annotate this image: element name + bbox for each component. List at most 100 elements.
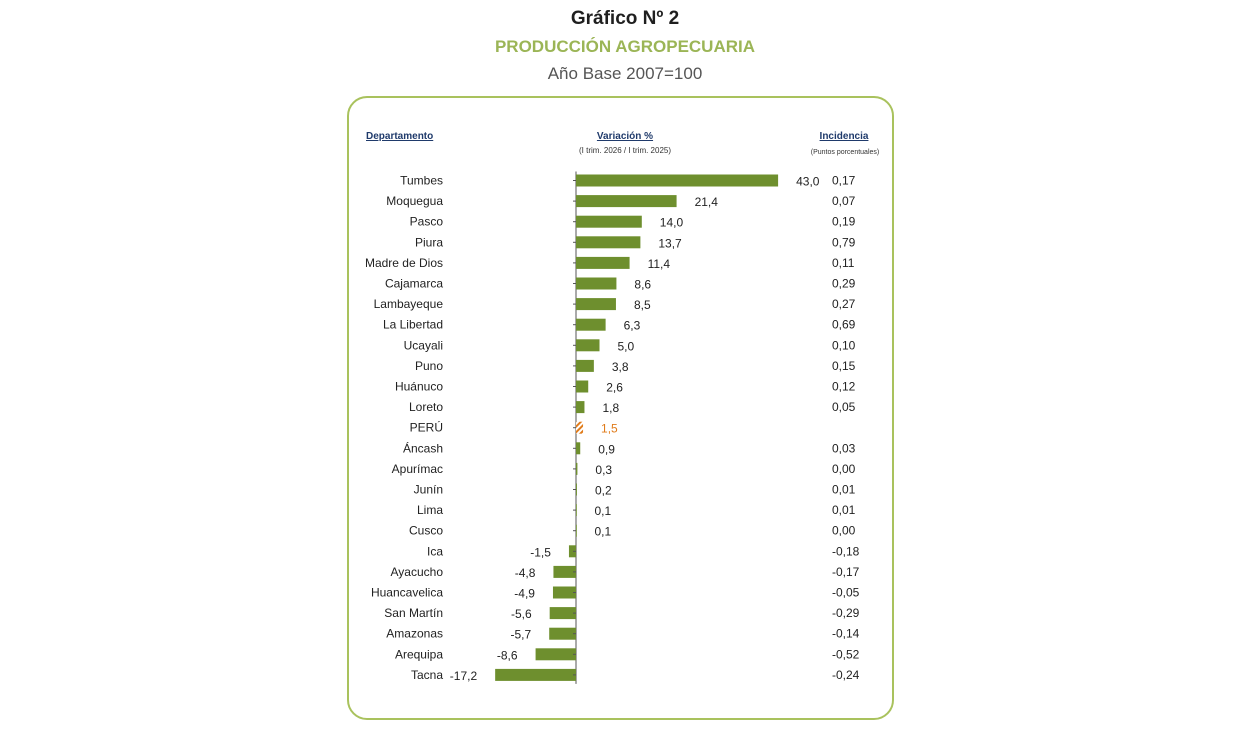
data-label: -5,7 (511, 628, 532, 642)
incidencia-value: -0,24 (832, 668, 860, 682)
bar (576, 215, 642, 228)
chart-base-year: Año Base 2007=100 (547, 64, 703, 83)
incidencia-value: -0,14 (832, 627, 860, 641)
category-label: Áncash (403, 440, 443, 455)
data-label: 2,6 (606, 381, 623, 395)
category-label: Junín (414, 483, 443, 497)
category-label: Ayacucho (391, 565, 444, 579)
category-label: Arequipa (395, 647, 443, 661)
data-label: 1,8 (602, 401, 619, 415)
data-label: 1,5 (601, 422, 618, 436)
category-label: Cajamarca (385, 277, 443, 291)
bar (576, 318, 606, 331)
data-label: 6,3 (624, 319, 641, 333)
data-label: 0,1 (594, 525, 611, 539)
category-label: Lima (417, 503, 443, 517)
incidencia-value: -0,18 (832, 544, 860, 558)
data-label: 21,4 (695, 195, 719, 209)
bar (576, 339, 600, 352)
bar (576, 256, 630, 269)
category-label: PERÚ (410, 420, 443, 435)
bar (495, 668, 576, 681)
data-label: 5,0 (618, 339, 635, 353)
category-label: La Libertad (383, 318, 443, 332)
incidencia-value: 0,29 (832, 277, 856, 291)
bar (535, 648, 576, 661)
data-label: 3,8 (612, 360, 629, 374)
incidencia-value: 0,10 (832, 338, 856, 352)
data-label: 11,4 (648, 257, 671, 271)
incidencia-value: 0,69 (832, 318, 856, 332)
incidencia-value: -0,05 (832, 586, 860, 600)
data-label: 0,3 (595, 463, 612, 477)
data-label: -4,9 (514, 587, 535, 601)
category-label: Tacna (411, 668, 443, 682)
column-subheader-variacion: (I trim. 2026 / I trim. 2025) (579, 146, 671, 155)
data-label: -1,5 (530, 545, 551, 559)
bar (576, 504, 577, 517)
bar (552, 586, 576, 599)
incidencia-value: 0,01 (832, 483, 856, 497)
bar (549, 627, 576, 640)
bar (576, 359, 594, 372)
category-label: Huancavelica (371, 586, 443, 600)
incidencia-value: 0,79 (832, 235, 856, 249)
column-header-variacion: Variación % (597, 131, 653, 142)
data-label: 0,2 (595, 484, 612, 498)
incidencia-value: 0,27 (832, 297, 856, 311)
data-label: -5,6 (511, 607, 532, 621)
incidencia-value: 0,03 (832, 441, 856, 455)
bar (576, 380, 589, 393)
incidencia-value: 0,01 (832, 503, 856, 517)
chart-title: Gráfico Nº 2 (570, 8, 680, 29)
bar (576, 195, 677, 208)
category-label: Puno (415, 359, 443, 373)
column-header-departamento: Departamento (366, 131, 433, 142)
column-subheader-incidencia: (Puntos porcentuales) (811, 149, 879, 156)
bar (576, 442, 581, 455)
data-label: -17,2 (450, 669, 478, 683)
bar (568, 545, 576, 558)
data-label: 13,7 (658, 236, 682, 250)
category-label: Lambayeque (374, 297, 444, 311)
column-header-incidencia: Incidencia (820, 131, 869, 142)
data-label: 8,5 (634, 298, 651, 312)
bar (576, 401, 585, 414)
incidencia-value: 0,00 (832, 524, 856, 538)
chart-frame (347, 96, 894, 720)
incidencia-value: 0,11 (832, 256, 855, 270)
incidencia-value: -0,17 (832, 565, 860, 579)
category-label: Apurímac (392, 462, 443, 476)
incidencia-value: -0,52 (832, 647, 860, 661)
bar (553, 565, 576, 578)
incidencia-value: 0,17 (832, 174, 856, 188)
data-label: 14,0 (660, 216, 684, 230)
category-label: Huánuco (395, 380, 443, 394)
category-label: Ica (427, 544, 443, 558)
data-label: 0,1 (594, 504, 611, 518)
bar (576, 462, 578, 475)
category-label: San Martín (384, 606, 443, 620)
bar (549, 607, 576, 620)
incidencia-value: 0,15 (832, 359, 856, 373)
category-label: Moquegua (386, 194, 443, 208)
incidencia-value: -0,29 (832, 606, 860, 620)
bar (576, 524, 577, 537)
category-label: Loreto (409, 400, 443, 414)
incidencia-value: 0,07 (832, 194, 856, 208)
category-label: Piura (415, 235, 443, 249)
bar (576, 174, 779, 187)
bar (576, 483, 577, 496)
incidencia-value: 0,00 (832, 462, 856, 476)
data-label: 43,0 (796, 175, 820, 189)
category-label: Madre de Dios (365, 256, 443, 270)
data-label: 0,9 (598, 442, 615, 456)
data-label: -4,8 (515, 566, 536, 580)
chart-subtitle: PRODUCCIÓN AGROPECUARIA (494, 37, 756, 56)
bar (576, 421, 584, 434)
category-label: Cusco (409, 524, 443, 538)
incidencia-value: 0,19 (832, 215, 856, 229)
category-label: Pasco (410, 215, 444, 229)
incidencia-value: 0,05 (832, 400, 856, 414)
